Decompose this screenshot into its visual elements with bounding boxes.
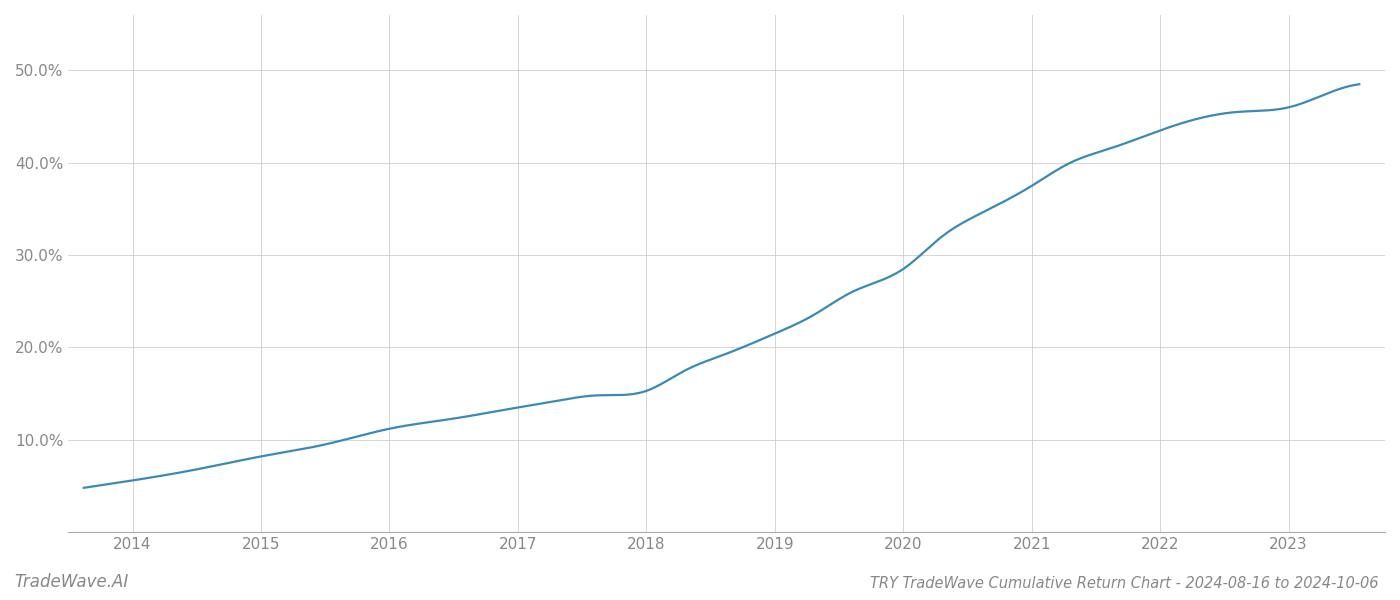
Text: TradeWave.AI: TradeWave.AI bbox=[14, 573, 129, 591]
Text: TRY TradeWave Cumulative Return Chart - 2024-08-16 to 2024-10-06: TRY TradeWave Cumulative Return Chart - … bbox=[871, 576, 1379, 591]
